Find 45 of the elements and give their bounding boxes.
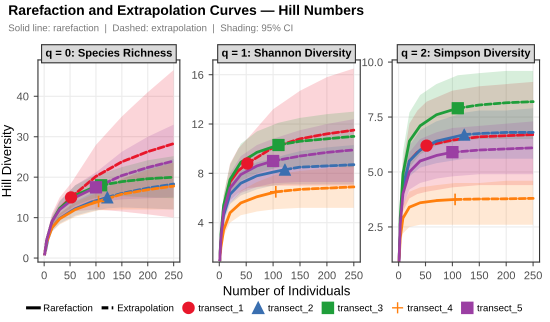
legend-label: transect_1 [198,304,244,314]
x-tick-label: 250 [164,271,182,280]
y-tick-label: 10.0 [362,58,383,66]
text: q = 0: Species Richness [46,48,172,59]
x-tick-label: 0 [42,271,47,280]
x-tick-label: 150 [113,271,131,280]
x-tick-label: 200 [318,271,336,280]
chart-subtitle: Solid line: rarefaction | Dashed: extrapolation | Shading: 95% CI [8,24,292,34]
y-tick-label: 10 [17,214,28,222]
legend-label: transect_2 [268,304,313,314]
x-tick-label: 200 [497,271,516,280]
legend-label: transect_4 [407,304,452,314]
text: Extrapolation [118,304,174,314]
x-tick-label: 0 [216,271,222,280]
y-tick-label: 16 [192,70,204,79]
y-tick-label: 2.5 [368,223,383,232]
y-tick-label: 4 [198,219,204,227]
y-tick-label: 7.5 [368,113,383,122]
x-tick-label: 200 [139,271,157,280]
x-tick-label: 250 [345,271,363,280]
text: Rarefaction [44,304,92,312]
x-tick-label: 100 [264,271,282,280]
x-axis-title: Number of Individuals [224,286,350,296]
y-tick-label: 20 [17,173,28,182]
y-tick-label: 5.0 [368,168,383,176]
x-tick-label: 150 [292,271,309,280]
text: q = 2: Simpson Diversity [402,48,530,59]
x-tick-label: 50 [240,271,252,280]
x-tick-label: 150 [470,271,488,280]
x-tick-label: 50 [420,271,432,280]
x-tick-label: 0 [396,271,402,280]
text: q = 1: Shannon Diversity [222,48,352,59]
x-tick-label: 100 [88,271,105,280]
y-tick-label: 40 [16,92,28,100]
legend-label: transect_3 [338,304,383,314]
x-tick-label: 100 [444,271,462,280]
legend-label: transect_5 [477,304,522,314]
y-tick-label: 0 [23,254,28,262]
y-tick-label: 12 [192,120,204,128]
x-tick-label: 50 [64,271,76,280]
y-tick-label: 30 [16,133,28,141]
y-tick-label: 8 [198,170,204,178]
chart-title: Rarefaction and Extrapolation Curves — Hill Numbers [9,4,364,18]
x-tick-label: 250 [524,271,542,280]
y-axis-title: Hill Diversity [1,124,14,196]
